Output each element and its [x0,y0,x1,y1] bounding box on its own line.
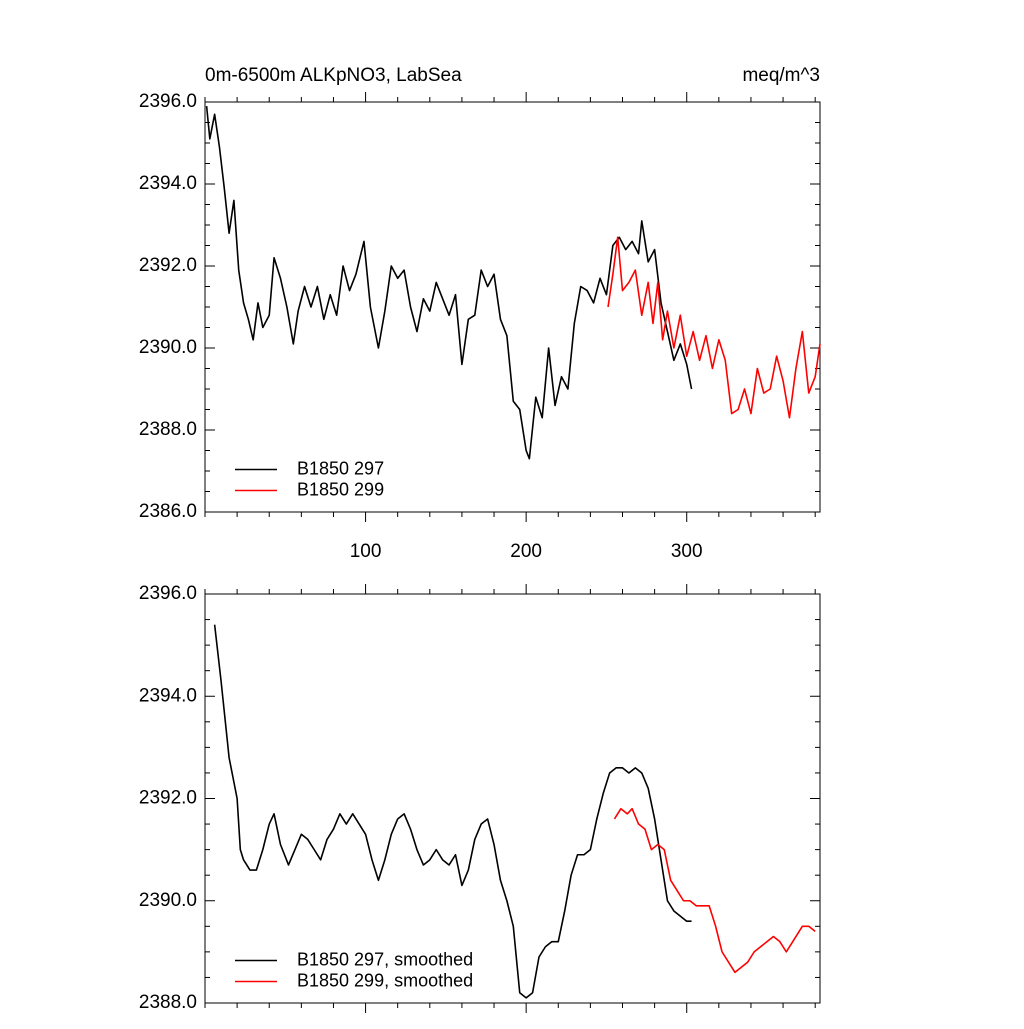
legend-label: B1850 297, smoothed [297,949,473,969]
x-tick-label: 300 [671,541,703,562]
series-line [213,624,692,999]
units-label: meq/m^3 [742,65,820,86]
legend-label: B1850 299 [297,479,384,499]
y-tick-label: 2396.0 [139,91,197,112]
y-tick-label: 2388.0 [139,992,197,1013]
y-tick-label: 2392.0 [139,255,197,276]
legend-label: B1850 299, smoothed [297,970,473,990]
x-tick-label: 100 [350,541,382,562]
series-line [205,106,693,460]
y-tick-label: 2392.0 [139,788,197,809]
y-tick-label: 2394.0 [139,173,197,194]
y-tick-label: 2390.0 [139,890,197,911]
legend-label: B1850 297 [297,458,384,478]
series-line [607,236,821,419]
y-tick-label: 2386.0 [139,501,197,522]
y-tick-label: 2396.0 [139,583,197,604]
x-tick-label: 200 [510,541,542,562]
y-tick-label: 2388.0 [139,419,197,440]
plot-frame [204,101,821,513]
y-tick-label: 2394.0 [139,685,197,706]
plot-frame [204,593,821,1004]
series-line [613,807,816,974]
chart-title: 0m-6500m ALKpNO3, LabSea [205,65,462,86]
y-tick-label: 2390.0 [139,337,197,358]
